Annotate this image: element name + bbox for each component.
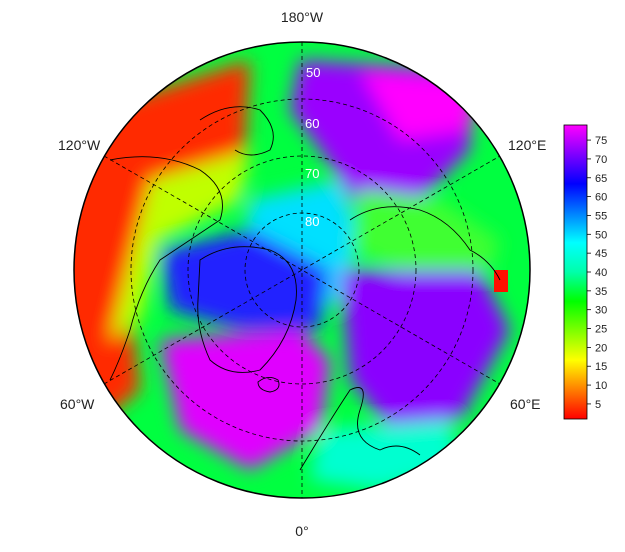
colorbar-tick-label: 20	[595, 342, 607, 354]
graticule	[103, 42, 501, 498]
lat-circle-70	[187, 155, 417, 385]
colorbar-tick-label: 55	[595, 210, 607, 222]
field-region-violet-east	[340, 270, 510, 430]
lat-label-80: 80	[305, 214, 319, 229]
colorbar-tick-label: 30	[595, 305, 607, 317]
meridian-120w-60e	[103, 155, 501, 385]
field-region-green-east	[350, 190, 500, 270]
colorbar-tick-label: 10	[595, 380, 607, 392]
colorbar-tick-label: 60	[595, 192, 607, 204]
colorbar: 75 70 65 60 55 50 45 40 35 30 25 20 15 10 5	[563, 124, 607, 420]
field-region-magenta-south	[160, 330, 330, 470]
coastlines	[109, 106, 501, 471]
colorbar-tick-label: 15	[595, 361, 607, 373]
field-region-blue-center	[160, 230, 330, 330]
field-region-cyan-southeast	[310, 420, 460, 490]
colorbar-tick-label: 70	[595, 154, 607, 166]
lat-label-60: 60	[305, 116, 319, 131]
data-field	[74, 42, 530, 498]
lon-label-bottom: 0°	[295, 523, 308, 539]
map-border	[73, 41, 531, 499]
lon-label-upper-right: 120°E	[508, 137, 546, 153]
lon-label-lower-right: 60°E	[510, 396, 541, 412]
lat-label-50: 50	[306, 65, 320, 80]
latitude-labels: 50 60 70 80	[305, 65, 320, 229]
coast-scandinavia	[299, 387, 421, 471]
colorbar-tick-label: 45	[595, 248, 607, 260]
colorbar-tick-label: 25	[595, 324, 607, 336]
lon-label-lower-left: 60°W	[60, 396, 95, 412]
coast-greenland	[197, 246, 297, 373]
colorbar-tick-label: 35	[595, 286, 607, 298]
colorbar-tick-label: 65	[595, 173, 607, 185]
colorbar-tick-label: 40	[595, 267, 607, 279]
coast-canada	[109, 156, 223, 381]
colorbar-tick-label: 75	[595, 135, 607, 147]
lat-label-70: 70	[305, 166, 319, 181]
coast-siberia	[349, 206, 501, 281]
lon-label-top: 180°W	[281, 9, 324, 25]
colorbar-ticks: 75 70 65 60 55 50 45 40 35 30 25 20 15 10 5	[587, 135, 607, 411]
meridian-60w-120e	[103, 155, 501, 385]
colorbar-tick-label: 50	[595, 229, 607, 241]
colorbar-gradient	[563, 124, 588, 420]
field-region-yellow-west	[110, 150, 250, 340]
coast-iceland	[257, 377, 280, 393]
lon-label-upper-left: 120°W	[58, 137, 101, 153]
colorbar-tick-label: 5	[595, 399, 601, 411]
longitude-labels: 180°W 0° 120°W 120°E 60°W 60°E	[58, 9, 546, 539]
coast-alaska	[199, 106, 274, 156]
